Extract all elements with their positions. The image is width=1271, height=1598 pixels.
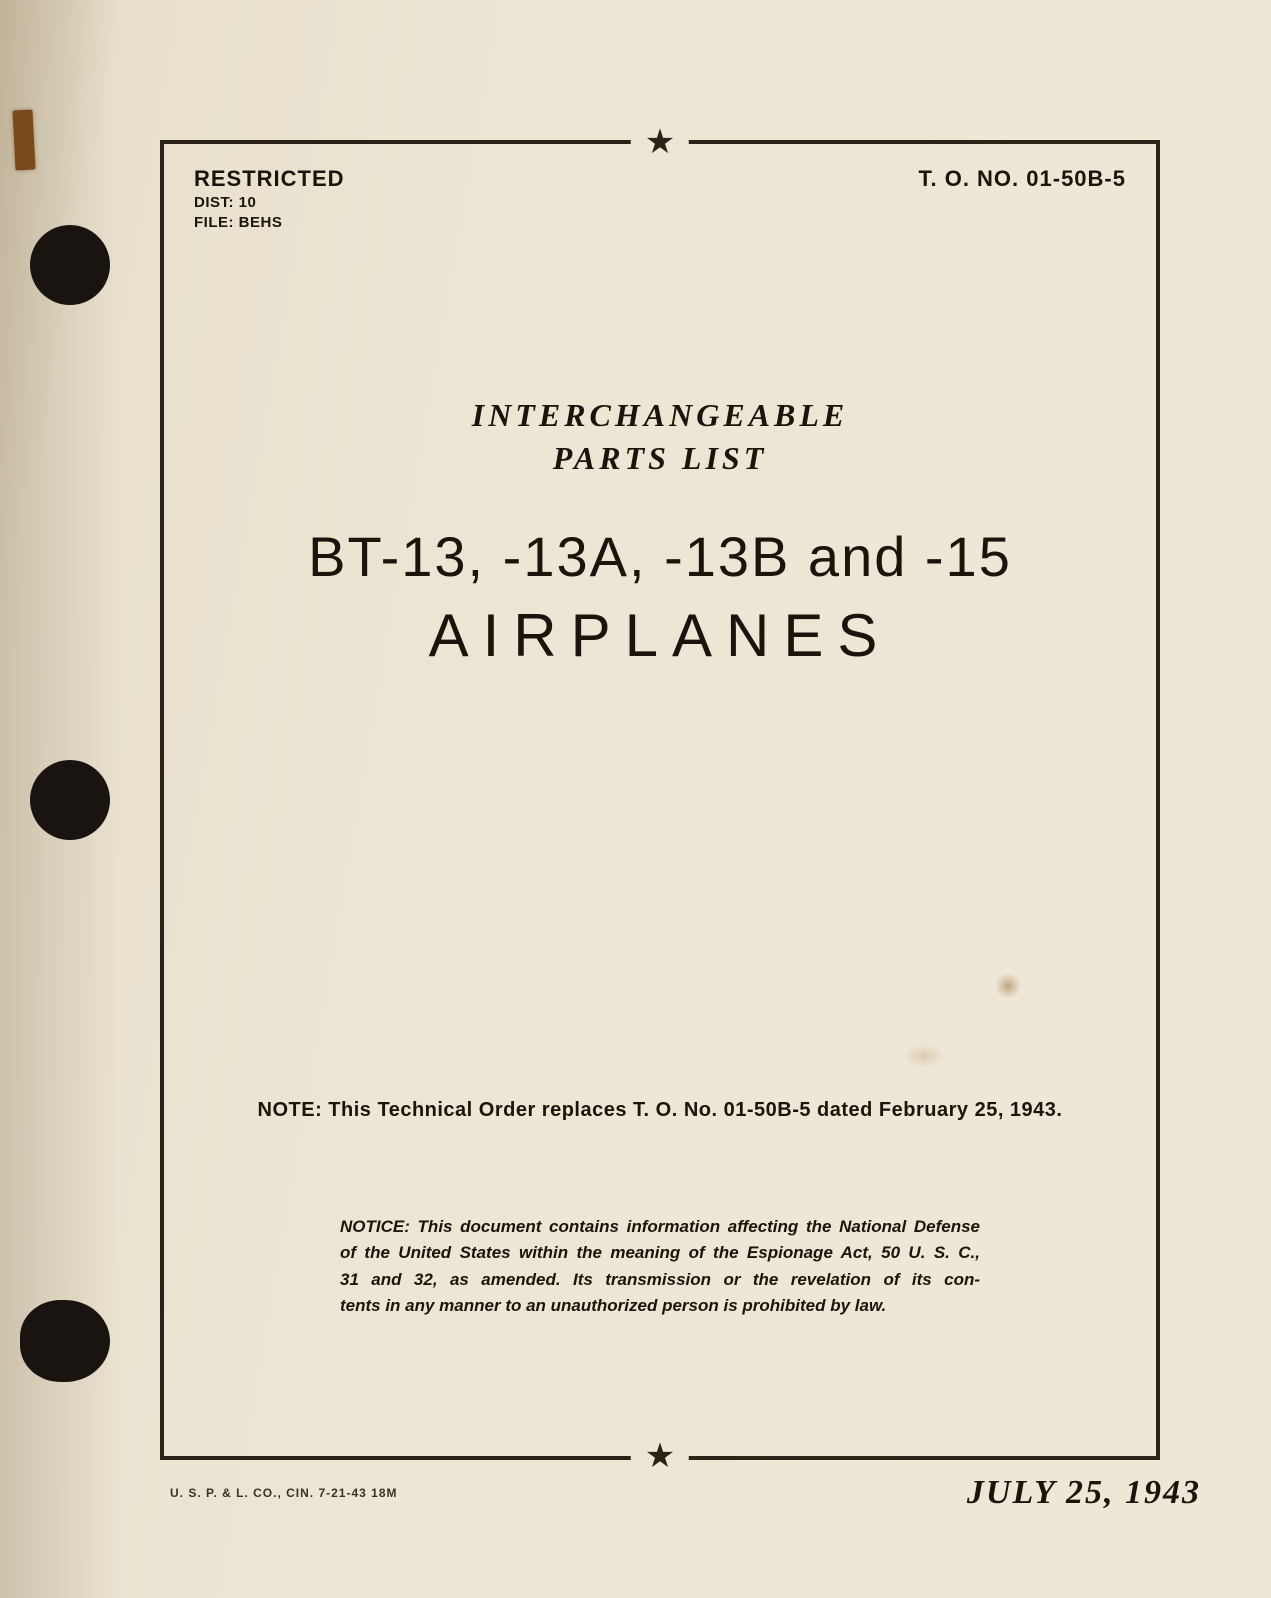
document-subtitle: INTERCHANGEABLE PARTS LIST [164, 394, 1156, 480]
notice-line: tents in any manner to an unauthorized p… [340, 1293, 980, 1319]
title-line: AIRPLANES [164, 601, 1156, 670]
paper-smudge [991, 970, 1026, 1002]
notice-line: NOTICE: This document contains informati… [340, 1214, 980, 1240]
notice-line: 31 and 32, as amended. Its transmission … [340, 1267, 980, 1293]
subtitle-line: PARTS LIST [164, 437, 1156, 480]
punch-hole [30, 760, 110, 840]
publication-date: JULY 25, 1943 [967, 1474, 1201, 1512]
printer-mark: U. S. P. & L. CO., CIN. 7-21-43 18M [170, 1486, 398, 1500]
dist-label: DIST: 10 [194, 194, 256, 211]
supersession-note: NOTE: This Technical Order replaces T. O… [164, 1099, 1156, 1122]
notice-line: of the United States within the meaning … [340, 1240, 980, 1266]
paper-smudge [904, 1044, 944, 1068]
punch-hole [20, 1300, 110, 1382]
technical-order-number: T. O. NO. 01-50B-5 [918, 166, 1126, 192]
star-icon: ★ [631, 125, 689, 159]
staple-mark [12, 110, 35, 171]
subtitle-line: INTERCHANGEABLE [164, 394, 1156, 437]
title-line: BT-13, -13A, -13B and -15 [164, 524, 1156, 589]
punch-hole [30, 225, 110, 305]
star-icon: ★ [631, 1439, 689, 1473]
content-frame: ★ ★ RESTRICTED DIST: 10 FILE: BEHS T. O.… [160, 140, 1160, 1460]
security-notice: NOTICE: This document contains informati… [340, 1214, 980, 1319]
document-page: ★ ★ RESTRICTED DIST: 10 FILE: BEHS T. O.… [0, 0, 1271, 1598]
document-title: BT-13, -13A, -13B and -15 AIRPLANES [164, 524, 1156, 670]
file-label: FILE: BEHS [194, 214, 282, 231]
classification-label: RESTRICTED [194, 166, 345, 192]
